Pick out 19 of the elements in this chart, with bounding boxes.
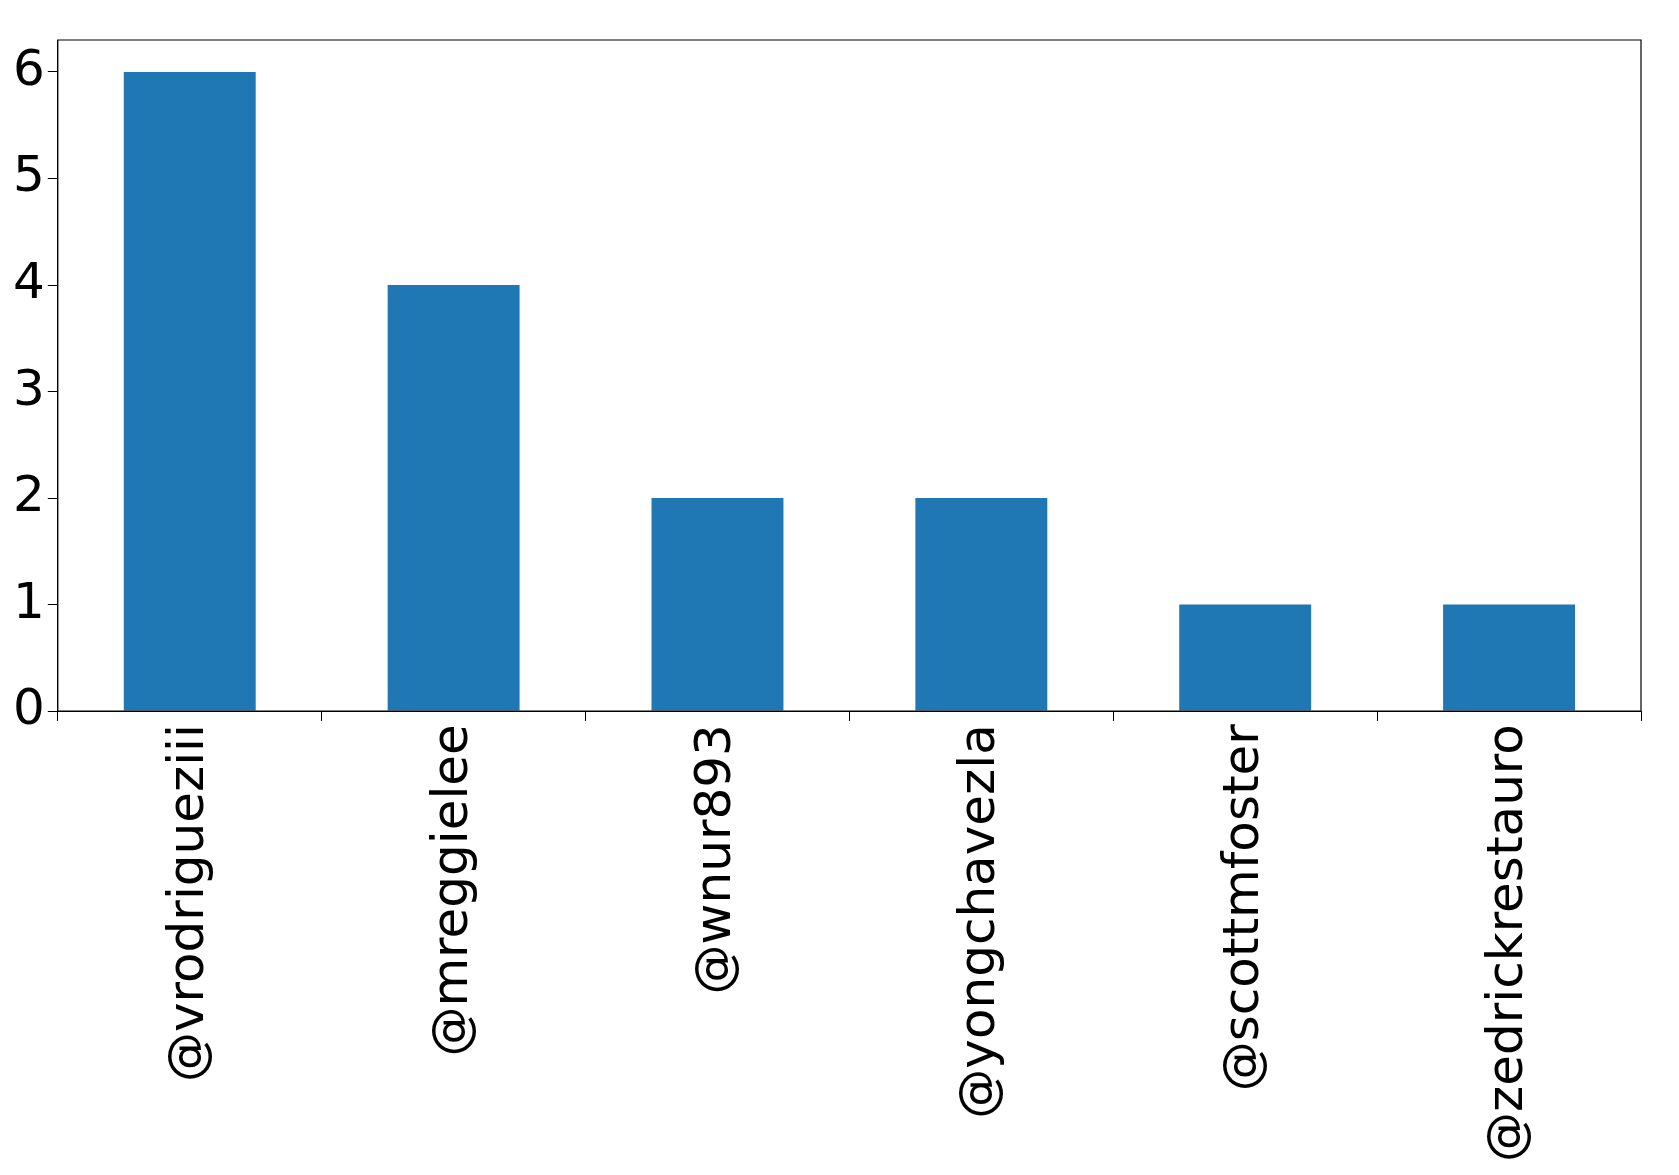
x-tick-label: @wnur893: [684, 724, 743, 995]
bar: [1443, 604, 1576, 711]
x-tick-label: @mreggielee: [420, 724, 479, 1057]
bar: [123, 71, 256, 711]
y-tick-label: 5: [13, 145, 45, 204]
bar: [915, 498, 1048, 711]
y-tick-label: 3: [13, 358, 45, 417]
y-tick-label: 0: [13, 678, 45, 737]
bar: [1179, 604, 1312, 711]
y-tick-label: 1: [13, 571, 45, 630]
x-tick-label: @scottmfoster: [1212, 723, 1271, 1092]
bar: [387, 285, 520, 711]
y-tick-label: 6: [13, 38, 45, 97]
x-tick-label: @vrodrigueziii: [156, 724, 215, 1083]
x-tick-label: @zedrickrestauro: [1476, 724, 1535, 1162]
y-tick-label: 4: [13, 251, 45, 310]
bar: [651, 498, 784, 711]
x-tick-label: @yongchavezla: [948, 724, 1007, 1119]
y-tick-label: 2: [13, 465, 45, 524]
